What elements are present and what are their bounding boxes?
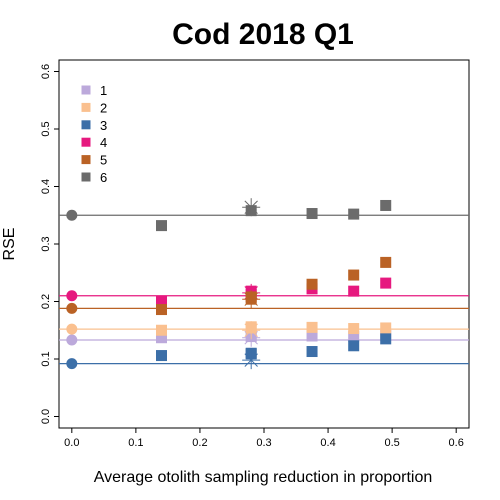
baseline-point-series-3 [66,358,78,370]
data-point-series-1 [306,330,318,342]
legend-swatch-1 [81,85,91,95]
data-point-series-5 [306,278,318,290]
data-point-series-6 [348,208,360,220]
star-stroke [244,353,258,367]
data-point-series-1 [156,332,167,344]
x-tick-label: 0.3 [256,437,271,449]
baseline-point-series-5 [66,302,78,314]
star-stroke [244,200,258,214]
data-point-series-3 [348,340,360,352]
data-point-series-4 [380,277,392,289]
legend-label-5: 5 [100,153,107,168]
legend: 1 2 3 4 5 6 [81,83,107,185]
data-point-series-3 [380,333,392,345]
x-tick-label: 0.0 [64,437,79,449]
data-point-series-6 [380,199,392,211]
baseline-point-series-4 [66,290,78,302]
data-point-series-3 [306,346,318,358]
data-point-series-2 [348,323,360,335]
y-tick-label: 0.4 [40,179,52,194]
legend-label-2: 2 [100,100,107,115]
legend-swatch-5 [81,155,91,165]
star-marker-series-6 [242,198,261,217]
y-tick-label: 0.1 [40,351,52,366]
baseline-point-series-6 [66,209,78,221]
star-stroke [244,292,258,306]
legend-swatch-4 [81,137,91,147]
legend-label-4: 4 [100,135,107,150]
x-tick-label: 0.6 [449,437,464,449]
legend-swatch-3 [81,120,91,130]
x-tick-label: 0.5 [384,437,399,449]
data-point-series-5 [348,269,360,281]
data-point-series-2 [306,321,318,333]
legend-label-3: 3 [100,118,107,133]
data-point-series-6 [156,220,167,232]
star-marker-series-5 [242,290,261,309]
data-points [66,198,392,370]
data-point-series-2 [156,324,167,336]
data-point-series-4 [348,285,360,297]
data-point-series-2 [380,322,392,334]
star-marker-series-2 [242,321,261,340]
data-point-series-1 [348,331,360,343]
y-axis: 0.0 0.1 0.2 0.3 0.4 0.5 0.6 [40,64,59,424]
x-tick-label: 0.2 [192,437,207,449]
y-tick-label: 0.2 [40,294,52,309]
data-point-series-3 [156,350,167,362]
data-point-series-5 [156,304,167,316]
baseline-lines [59,214,469,365]
y-axis-label: RSE [1,228,18,261]
y-tick-label: 0.3 [40,236,52,251]
plot-frame [58,59,470,429]
y-tick-label: 0.6 [40,64,52,79]
baseline-point-series-2 [66,323,78,335]
legend-swatch-6 [81,172,91,182]
data-point-series-6 [306,208,318,220]
baseline-point-series-1 [66,334,78,346]
y-tick-label: 0.0 [40,409,52,424]
star-marker-series-3 [242,351,261,370]
chart-title: Cod 2018 Q1 [172,18,354,51]
x-tick-label: 0.1 [128,437,143,449]
data-point-series-4 [156,296,167,307]
x-axis-label: Average otolith sampling reduction in pr… [94,469,433,486]
legend-label-6: 6 [100,170,107,185]
legend-swatch-2 [81,102,91,112]
data-point-series-5 [380,256,392,268]
x-tick-label: 0.4 [320,437,335,449]
x-axis: 0.0 0.1 0.2 0.3 0.4 0.5 0.6 [64,428,464,449]
legend-label-1: 1 [100,83,107,98]
star-stroke [244,323,258,337]
y-tick-label: 0.5 [40,121,52,136]
